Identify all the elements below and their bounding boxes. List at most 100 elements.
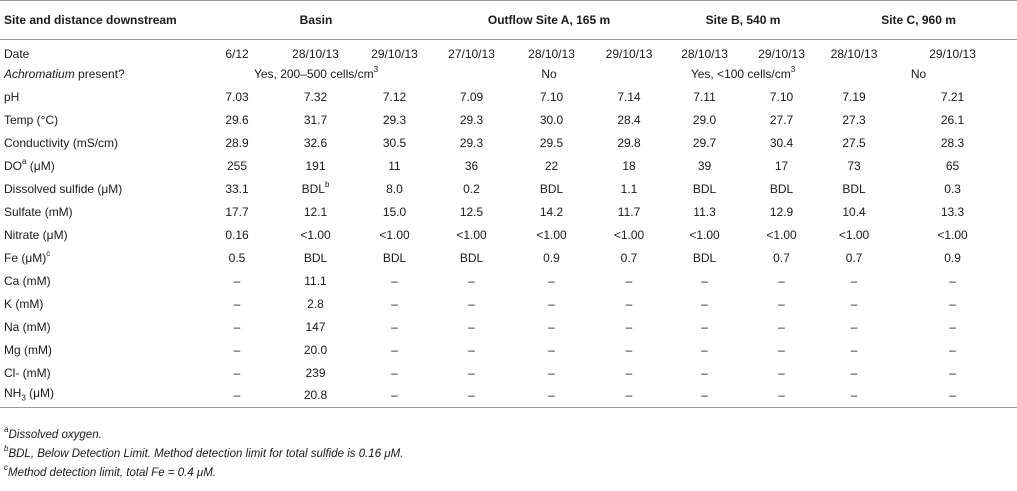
cell-value: – xyxy=(949,365,956,380)
cell-value: 73 xyxy=(847,158,861,173)
cell-value: 30.5 xyxy=(382,135,407,150)
table-cell: – xyxy=(200,384,274,408)
table-cell: BDLb xyxy=(274,178,357,201)
table-cell: – xyxy=(820,270,888,293)
table-cell: 8.0 xyxy=(357,178,432,201)
table-row: Conductivity (mS/cm) 28.9 32.6 30.5 29.3 29.5… xyxy=(0,132,1017,155)
row-label-text: Fe (μM) xyxy=(4,250,47,265)
table-cell: – xyxy=(592,316,666,339)
table-cell: BDL xyxy=(432,247,511,270)
cell-value: – xyxy=(391,342,398,357)
cell-value: – xyxy=(701,319,708,334)
cell-value: – xyxy=(468,296,475,311)
cell-value: – xyxy=(949,273,956,288)
superscript: 3 xyxy=(373,64,379,74)
row-label-text: Mg (mM) xyxy=(4,342,52,357)
cell-value: – xyxy=(548,273,555,288)
table-cell: – xyxy=(432,316,511,339)
table-cell: 29.3 xyxy=(432,109,511,132)
table-cell: <1.00 xyxy=(888,224,1017,247)
row-label: Sulfate (mM) xyxy=(0,201,200,224)
row-label-text: Temp (°C) xyxy=(4,112,59,127)
row-label-unit: (μM) xyxy=(26,158,55,173)
cell-value: 28.9 xyxy=(225,135,249,150)
table-cell: – xyxy=(743,339,820,362)
footnote-mark: b xyxy=(4,444,9,454)
table-cell: – xyxy=(666,362,743,385)
table-cell: <1.00 xyxy=(743,224,820,247)
table-cell: 10.4 xyxy=(820,201,888,224)
table-cell: – xyxy=(357,316,432,339)
table-cell: 28.3 xyxy=(888,132,1017,155)
table-cell: 26.1 xyxy=(888,109,1017,132)
cell-value: 191 xyxy=(305,158,326,173)
table-cell: 2.8 xyxy=(274,293,357,316)
table-cell: – xyxy=(666,384,744,408)
cell-value: 20.0 xyxy=(303,342,328,357)
table-cell: – xyxy=(200,362,274,385)
cell-value: – xyxy=(233,319,241,334)
table-cell: 28/10/13 xyxy=(274,40,357,63)
cell-value: No xyxy=(910,66,927,81)
cell-value: 26.1 xyxy=(940,112,965,127)
table-cell: – xyxy=(820,384,889,408)
cell-value: 7.14 xyxy=(617,89,641,104)
cell-value: BDL xyxy=(382,250,407,265)
table-cell: – xyxy=(592,293,666,316)
table-cell: – xyxy=(357,339,432,362)
table-cell: 0.5 xyxy=(200,247,274,270)
cell-value: Yes, <100 cells/cm xyxy=(690,66,791,81)
table-row: Achromatium present? Yes, 200–500 cells/c… xyxy=(0,63,1017,86)
cell-value: 28/10/13 xyxy=(830,46,878,61)
footnote-text: Dissolved oxygen. xyxy=(8,429,102,441)
table-cell: 29/10/13 xyxy=(357,40,432,63)
cell-value: – xyxy=(625,296,633,311)
cell-value: 28.3 xyxy=(940,135,965,150)
cell-value: 0.9 xyxy=(543,250,560,265)
cell-value: – xyxy=(548,365,555,380)
table-cell: – xyxy=(666,270,743,293)
cell-value: 27/10/13 xyxy=(448,46,495,61)
cell-value: 14.2 xyxy=(539,204,564,219)
table-cell: – xyxy=(200,293,274,316)
cell-value: – xyxy=(850,273,858,288)
table-cell: 15.0 xyxy=(357,201,432,224)
table-cell: 11.1 xyxy=(274,270,357,293)
footnote-mark: a xyxy=(22,156,27,166)
cell-value: <1.00 xyxy=(300,227,331,242)
table-cell: <1.00 xyxy=(357,224,432,247)
cell-value: 7.03 xyxy=(225,89,249,104)
table-cell: – xyxy=(666,316,743,339)
table-cell: 30.0 xyxy=(511,109,592,132)
cell-value: 22 xyxy=(544,158,559,173)
cell-value: – xyxy=(625,342,633,357)
table-cell: 11.7 xyxy=(592,201,666,224)
table-cell: BDL xyxy=(511,178,592,201)
row-label-text: Na (mM) xyxy=(4,319,51,334)
row-label: Achromatium present? xyxy=(0,63,200,86)
table-cell: – xyxy=(357,384,433,408)
cell-value: – xyxy=(949,342,956,357)
table-cell: 39 xyxy=(666,155,743,178)
cell-value: <1.00 xyxy=(613,227,645,242)
cell-value: 0.16 xyxy=(225,227,249,242)
footnote: cMethod detection limit, total Fe = 0.4 … xyxy=(4,464,403,483)
table-cell: 29.5 xyxy=(511,132,592,155)
cell-value: 31.7 xyxy=(303,112,328,127)
table-row: Cl- (mM) – 239 – – – – – – – – xyxy=(0,362,1017,385)
table-cell: 27/10/13 xyxy=(432,40,511,63)
cell-value: 13.3 xyxy=(940,204,965,219)
table-cell: – xyxy=(200,339,274,362)
column-header-basin: Basin xyxy=(200,0,433,40)
table-cell: – xyxy=(592,339,666,362)
cell-value: – xyxy=(701,342,708,357)
row-label: Fe (μM)c xyxy=(0,247,200,270)
table-cell: <1.00 xyxy=(820,224,888,247)
footnote-mark: c xyxy=(4,463,8,473)
cell-value: – xyxy=(468,273,475,288)
row-label-text: DO xyxy=(4,158,22,173)
cell-value: – xyxy=(625,388,633,403)
table-cell: 6/12 xyxy=(200,40,274,63)
table-cell: <1.00 xyxy=(511,224,592,247)
